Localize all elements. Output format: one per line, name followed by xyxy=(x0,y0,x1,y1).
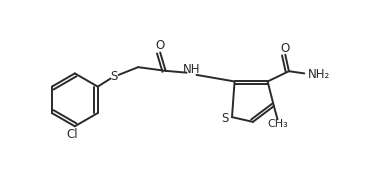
Text: O: O xyxy=(155,39,165,52)
Text: Cl: Cl xyxy=(66,128,78,141)
Text: NH: NH xyxy=(184,63,201,76)
Text: CH₃: CH₃ xyxy=(267,119,288,129)
Text: S: S xyxy=(111,70,118,83)
Text: NH₂: NH₂ xyxy=(308,68,330,81)
Text: O: O xyxy=(280,42,290,55)
Text: S: S xyxy=(222,112,229,125)
